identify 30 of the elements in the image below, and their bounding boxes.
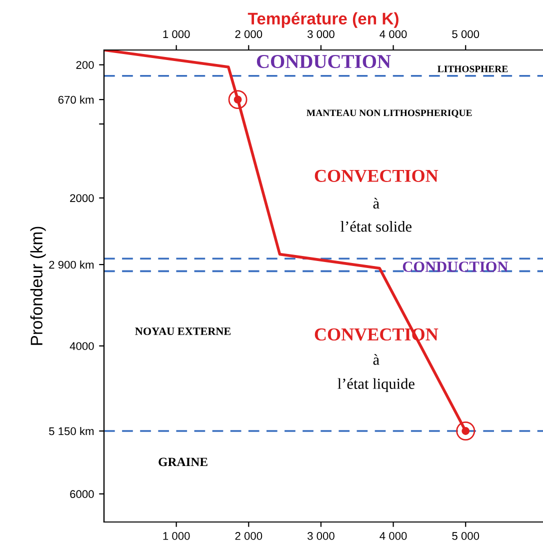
annotation: NOYAU EXTERNE: [135, 328, 231, 336]
annotation: MANTEAU NON LITHOSPHERIQUE: [306, 110, 472, 118]
y-axis-title: Profondeur (km): [30, 226, 46, 345]
y-tick-label: 4000: [70, 342, 94, 350]
annotation: à: [373, 354, 380, 365]
x2-axis-title: Température (en K): [248, 12, 398, 28]
y-tick-label: 6000: [70, 490, 94, 498]
annotation: à: [373, 198, 380, 209]
x2-tick-label: 3 000: [307, 30, 334, 38]
x-tick-label: 4 000: [380, 532, 407, 540]
y-tick-label: 670 km: [58, 96, 94, 104]
x-tick-label: 2 000: [235, 532, 262, 540]
annotation: l’état solide: [340, 220, 412, 232]
annotation: GRAINE: [158, 458, 208, 466]
x-tick-label: 5 000: [452, 532, 480, 540]
x-tick-label: 3 000: [307, 532, 334, 540]
x2-tick-label: 1 000: [163, 30, 190, 38]
annotation: CONDUCTION: [402, 262, 508, 272]
y-tick-label: 200: [76, 61, 94, 69]
annotation: LITHOSPHERE: [438, 66, 508, 72]
y-tick-label: 2000: [70, 194, 94, 202]
x2-tick-label: 2 000: [235, 30, 262, 38]
y-tick-label: 5 150 km: [49, 426, 94, 436]
annotation: l’état liquide: [338, 378, 414, 392]
x2-tick-label: 4 000: [380, 30, 407, 38]
y-tick-label: 2 900 km: [49, 260, 94, 269]
annotation: CONVECTION: [314, 170, 438, 182]
annotation: CONDUCTION: [256, 55, 391, 68]
x2-tick-label: 5 000: [452, 30, 480, 38]
x-tick-label: 1 000: [163, 532, 190, 540]
